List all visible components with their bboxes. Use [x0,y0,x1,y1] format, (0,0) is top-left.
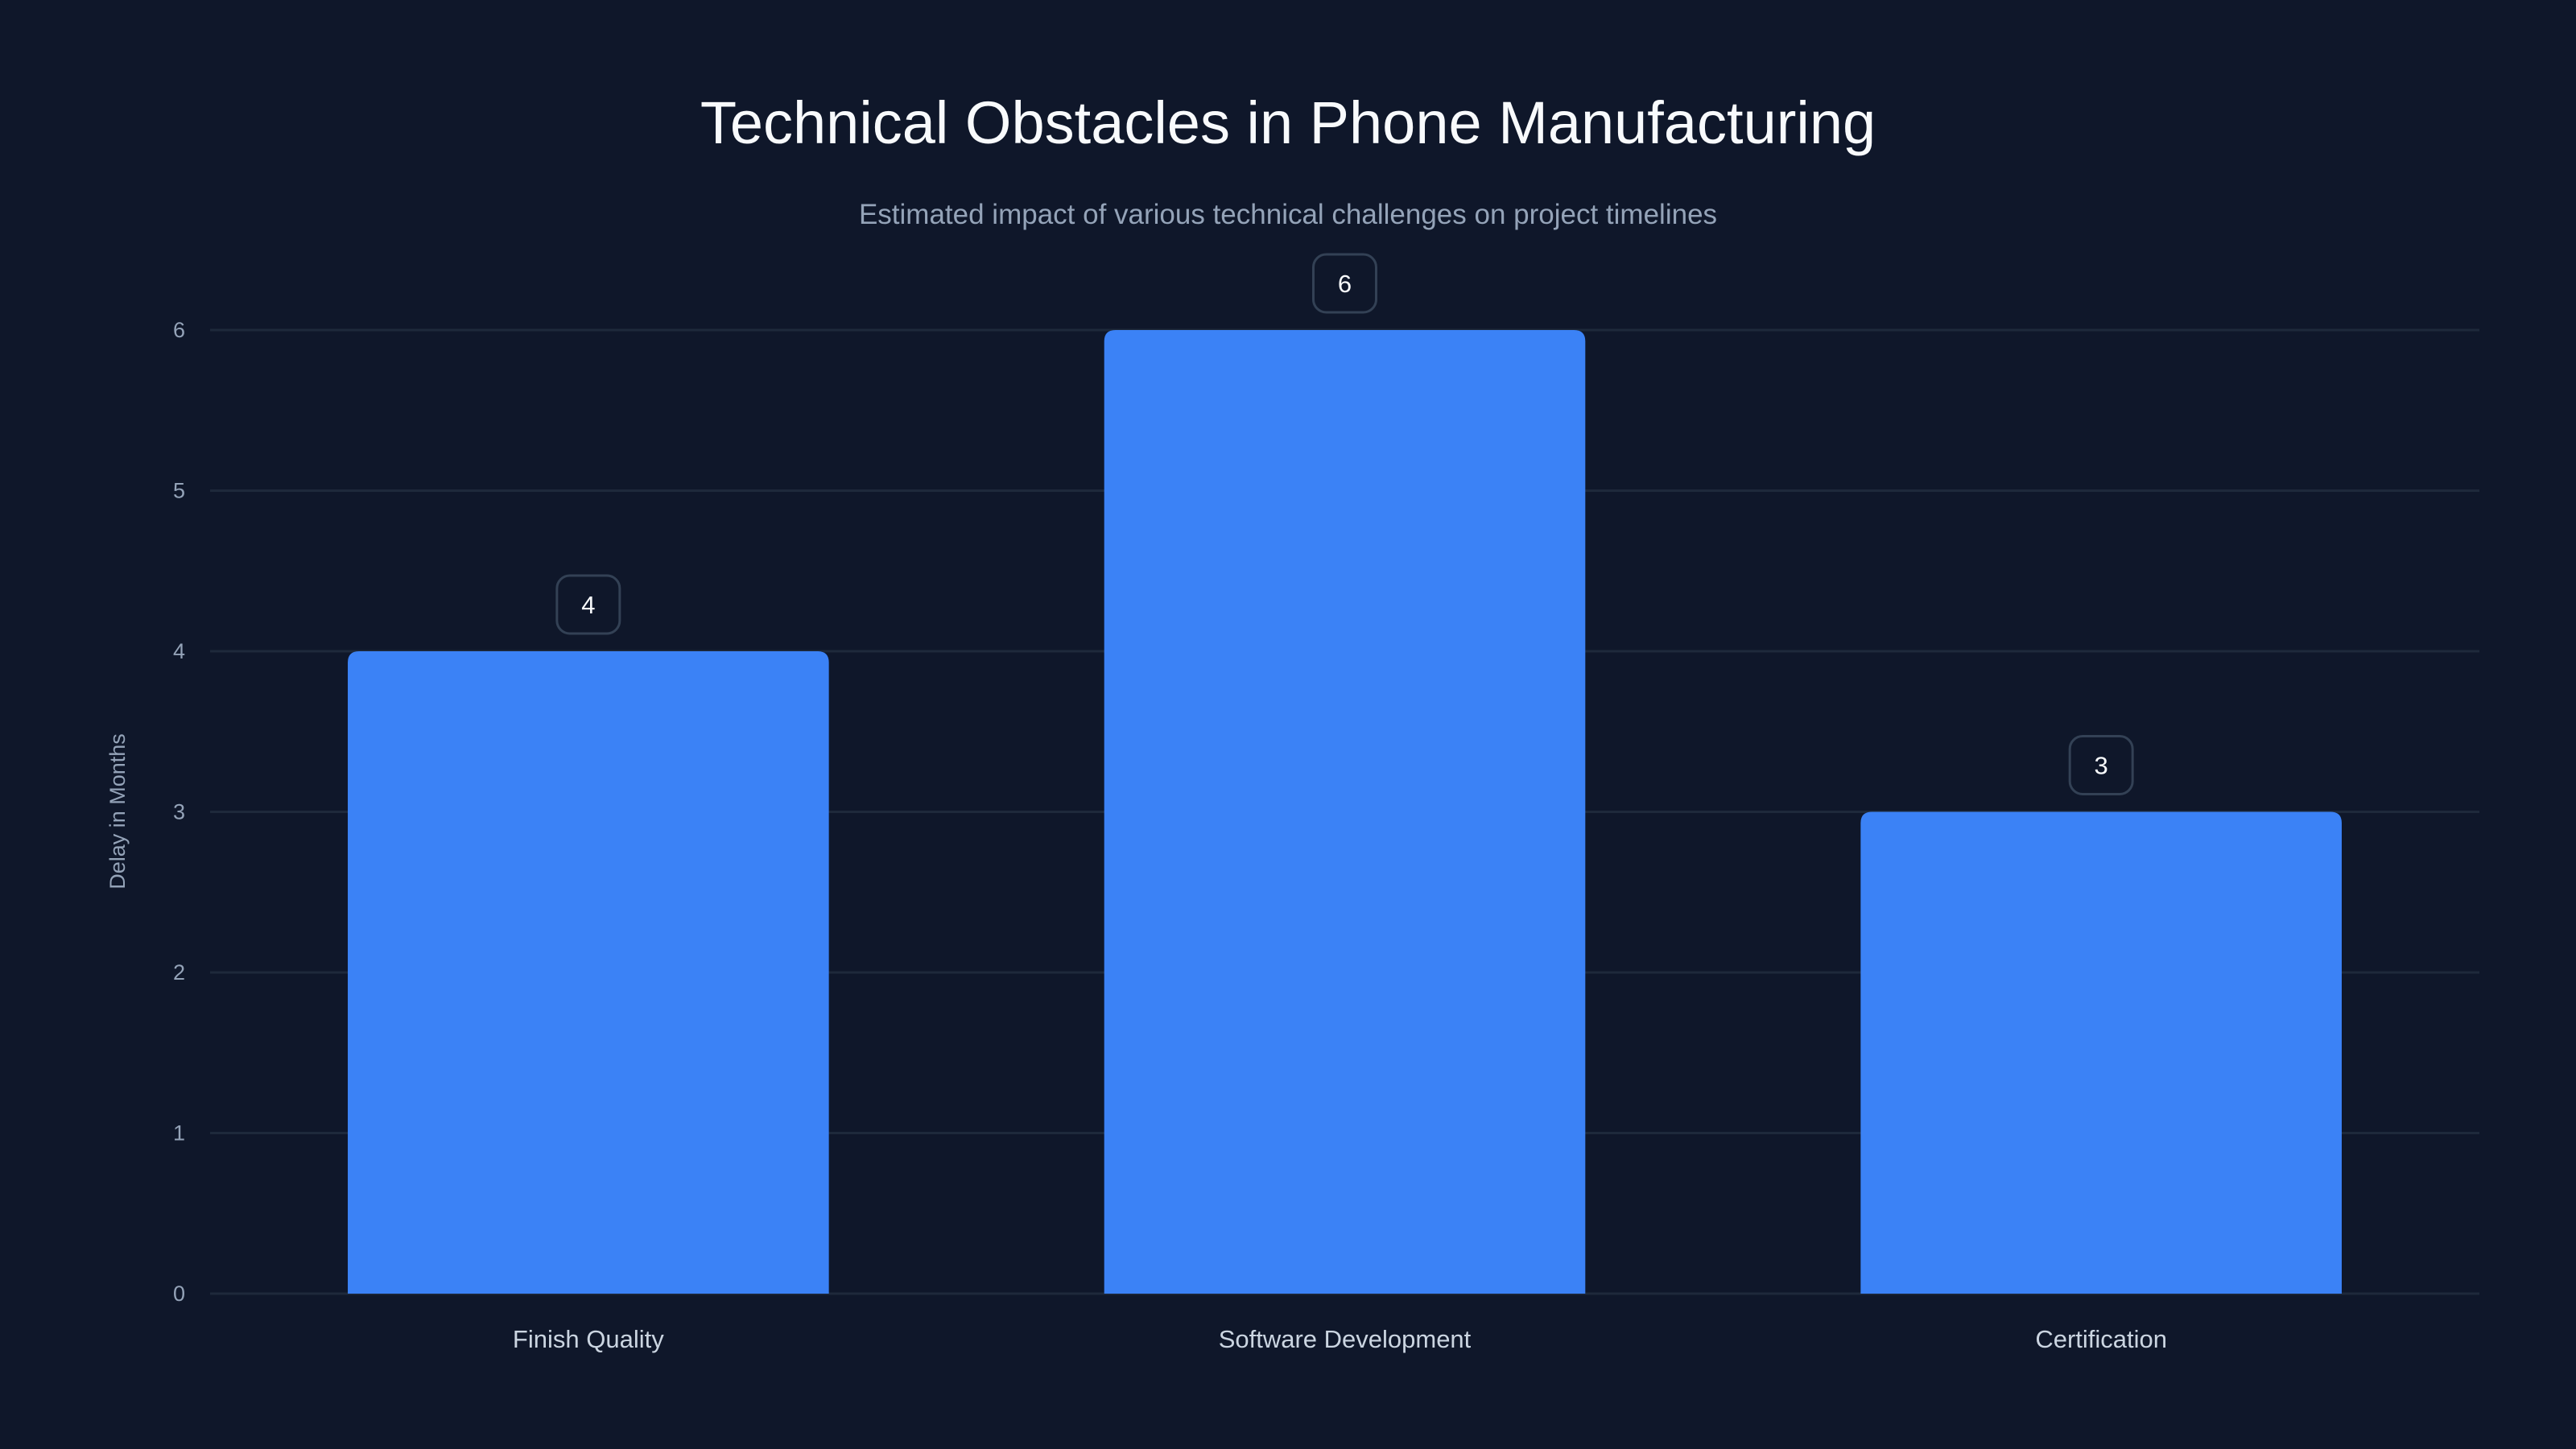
chart-title: Technical Obstacles in Phone Manufacturi… [700,89,1876,156]
data-label-box [2068,735,2134,795]
data-label: 3 [2095,752,2108,780]
data-label-box [555,574,621,635]
y-tick-label: 6 [173,318,185,342]
data-label: 6 [1338,270,1352,298]
y-tick-label: 5 [173,479,185,503]
data-label-box [1312,253,1377,314]
chart-subtitle: Estimated impact of various technical ch… [859,199,1717,230]
y-tick-label: 2 [173,960,185,985]
data-label: 4 [581,591,595,619]
bar-finish-quality[interactable] [348,651,829,1294]
y-tick-label: 0 [173,1282,185,1306]
y-tick-label: 4 [173,639,185,663]
bar-software-development[interactable] [1104,330,1586,1294]
x-tick-label: Certification [2035,1325,2167,1353]
y-tick-label: 3 [173,800,185,824]
y-tick-label: 1 [173,1121,185,1146]
x-tick-label: Software Development [1219,1325,1472,1353]
bar-certification[interactable] [1860,811,2342,1294]
y-axis-label: Delay in Months [105,733,130,890]
x-tick-label: Finish Quality [513,1325,664,1353]
